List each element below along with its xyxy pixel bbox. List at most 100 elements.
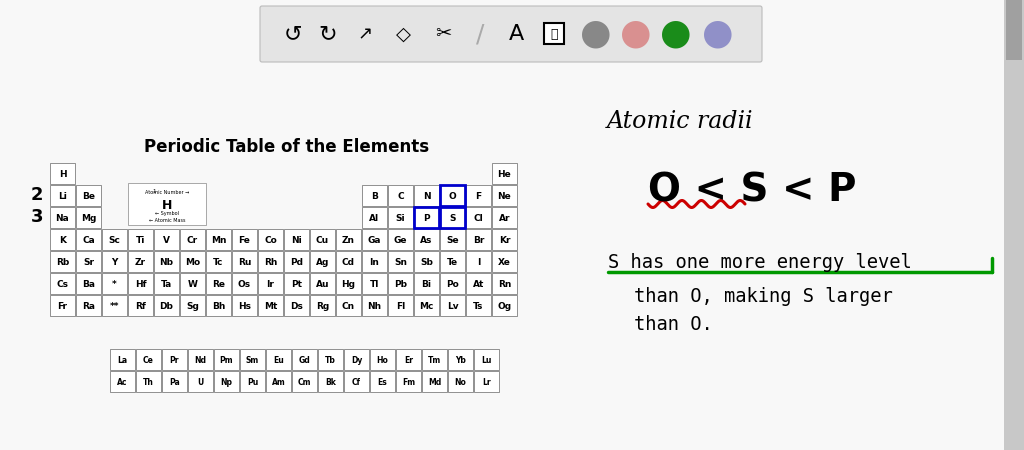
Bar (1006, 0, 1022, 60)
Bar (102, 273, 127, 294)
Text: Np: Np (220, 378, 232, 387)
Bar (336, 273, 361, 294)
Text: *: * (112, 280, 117, 289)
Bar (292, 371, 317, 392)
Bar (414, 229, 439, 250)
Text: Si: Si (395, 214, 406, 223)
Bar (76, 295, 101, 316)
Bar (154, 229, 179, 250)
Text: A: A (508, 24, 523, 44)
Bar (188, 371, 213, 392)
Text: Te: Te (446, 258, 458, 267)
Bar (284, 273, 309, 294)
Bar (284, 229, 309, 250)
Text: Ti: Ti (136, 236, 145, 245)
Text: Rf: Rf (135, 302, 146, 311)
Text: Sn: Sn (394, 258, 407, 267)
Bar (492, 295, 517, 316)
Text: S has one more energy level: S has one more energy level (608, 252, 911, 271)
Bar (76, 229, 101, 250)
Text: Ra: Ra (82, 302, 95, 311)
Text: P: P (423, 214, 430, 223)
Text: Ag: Ag (315, 258, 329, 267)
Text: Periodic Table of the Elements: Periodic Table of the Elements (144, 138, 429, 156)
Bar (128, 273, 153, 294)
Bar (414, 207, 439, 228)
Text: Cl: Cl (474, 214, 483, 223)
Text: Db: Db (160, 302, 173, 311)
Text: ↻: ↻ (318, 24, 337, 44)
Text: V: V (163, 236, 170, 245)
Text: Pb: Pb (394, 280, 407, 289)
Text: I: I (477, 258, 480, 267)
Bar (466, 251, 490, 272)
Text: Sr: Sr (83, 258, 94, 267)
Text: Re: Re (212, 280, 225, 289)
Bar (206, 273, 231, 294)
Text: Md: Md (428, 378, 441, 387)
Text: Ru: Ru (238, 258, 251, 267)
Bar (1004, 0, 1024, 450)
Bar (50, 251, 75, 272)
Text: ●: ● (702, 17, 734, 51)
Text: Na: Na (55, 214, 70, 223)
Text: Bi: Bi (422, 280, 431, 289)
Text: Cd: Cd (342, 258, 355, 267)
Bar (388, 295, 413, 316)
Text: Tm: Tm (428, 356, 441, 365)
Text: Mc: Mc (419, 302, 434, 311)
Text: As: As (420, 236, 433, 245)
Bar (492, 163, 517, 184)
Text: Atomic Number →: Atomic Number → (144, 190, 189, 195)
Bar (388, 229, 413, 250)
Bar (110, 349, 135, 370)
Bar (492, 273, 517, 294)
Bar (336, 295, 361, 316)
Text: Ac: Ac (118, 378, 128, 387)
Text: O < S < P: O < S < P (648, 171, 856, 209)
Bar (440, 295, 465, 316)
Bar (128, 229, 153, 250)
Bar (232, 251, 257, 272)
Text: Am: Am (271, 378, 286, 387)
Text: U: U (198, 378, 204, 387)
Bar (362, 229, 387, 250)
Bar (466, 295, 490, 316)
Text: Lu: Lu (481, 356, 492, 365)
Bar (440, 229, 465, 250)
Bar (310, 273, 335, 294)
Text: ← Symbol: ← Symbol (155, 211, 179, 216)
Text: In: In (370, 258, 380, 267)
Text: Fl: Fl (396, 302, 406, 311)
Bar (422, 371, 447, 392)
Text: ↺: ↺ (284, 24, 302, 44)
Text: S: S (450, 214, 456, 223)
Text: Os: Os (238, 280, 251, 289)
Bar (214, 349, 239, 370)
Text: than O.: than O. (634, 315, 713, 334)
Text: Ce: Ce (143, 356, 154, 365)
Bar (154, 295, 179, 316)
Text: B: B (371, 192, 378, 201)
Text: Dy: Dy (351, 356, 362, 365)
Text: Cn: Cn (342, 302, 355, 311)
Bar (50, 229, 75, 250)
Bar (440, 251, 465, 272)
Text: 3: 3 (31, 208, 43, 226)
Bar (136, 349, 161, 370)
Bar (388, 273, 413, 294)
Bar (180, 251, 205, 272)
Bar (258, 273, 283, 294)
Text: Atomic radii: Atomic radii (607, 111, 754, 134)
Text: Sm: Sm (246, 356, 259, 365)
Text: Ir: Ir (266, 280, 274, 289)
Bar (362, 185, 387, 206)
Bar (76, 251, 101, 272)
Bar (128, 251, 153, 272)
Text: Kr: Kr (499, 236, 510, 245)
Text: Au: Au (315, 280, 330, 289)
Text: Sb: Sb (420, 258, 433, 267)
Text: Zr: Zr (135, 258, 146, 267)
Bar (206, 229, 231, 250)
Bar (388, 185, 413, 206)
